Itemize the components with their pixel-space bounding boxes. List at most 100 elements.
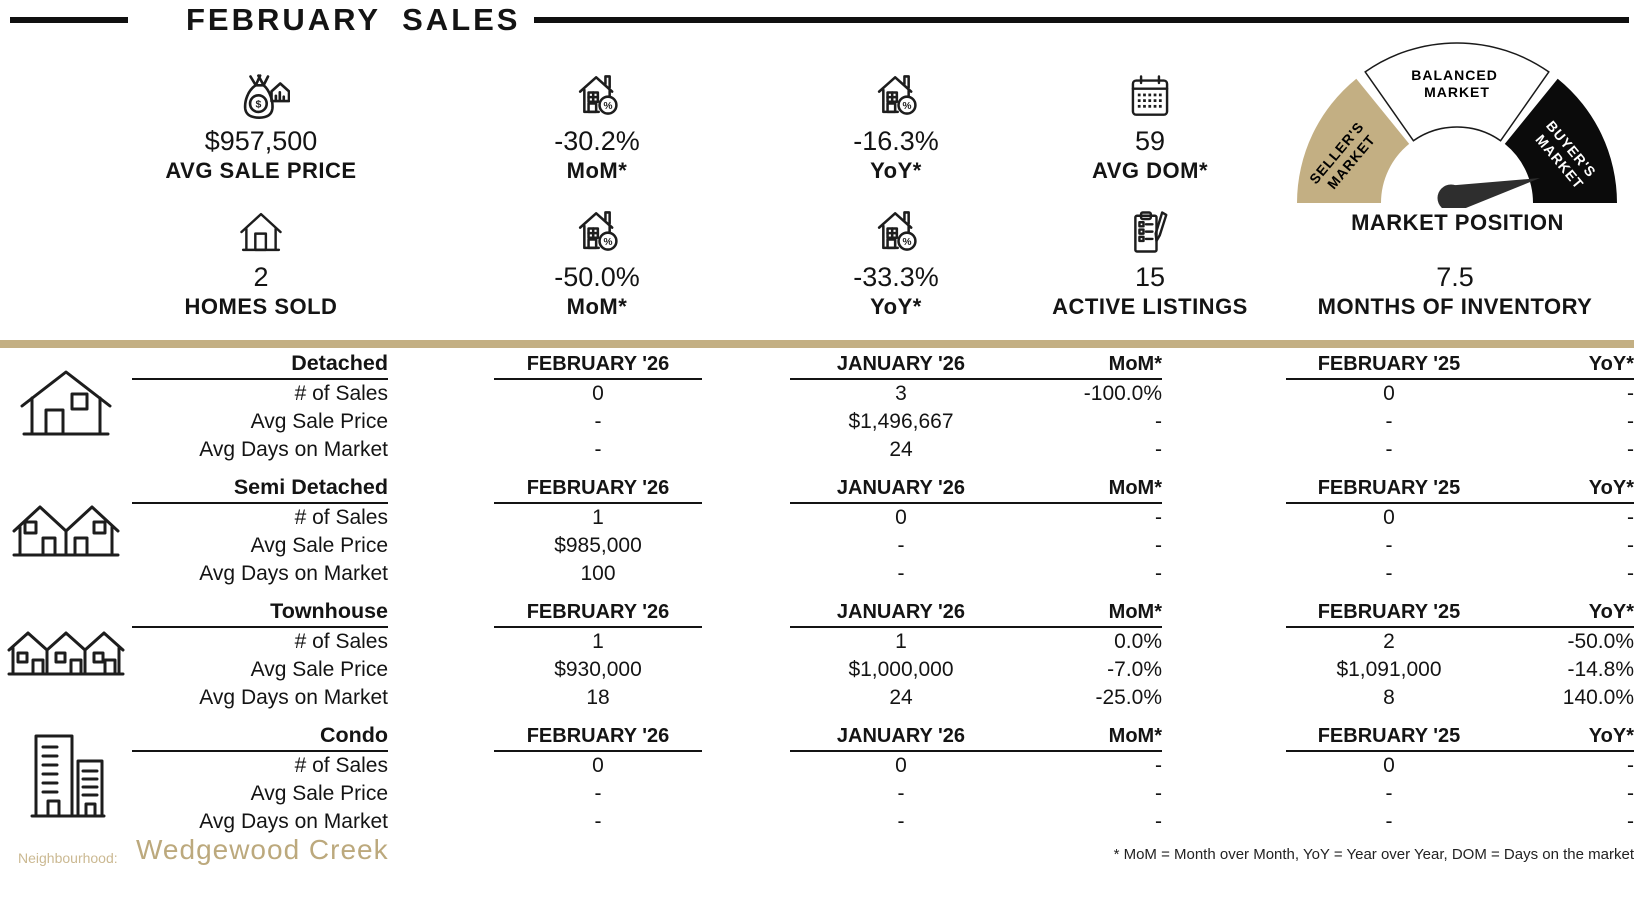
house-percent-icon: %	[736, 200, 1056, 258]
column-header: MoM*	[1012, 477, 1162, 504]
house-percent-icon: %	[437, 64, 757, 122]
stat-value: -16.3%	[853, 126, 939, 156]
stat-value: 2	[253, 262, 269, 292]
table-section-townhouse: Townhouse FEBRUARY '26 JANUARY '26 MoM* …	[0, 594, 1634, 712]
stat-value: $957,500	[204, 126, 318, 156]
section-title: Semi Detached	[132, 475, 388, 504]
cell-value: -100.0%	[1083, 382, 1162, 405]
row-label: # of Sales	[294, 506, 388, 529]
column-header: FEBRUARY '26	[494, 477, 702, 504]
stat-value: 15	[1134, 262, 1166, 292]
column-header: FEBRUARY '26	[494, 601, 702, 628]
semi-detached-house-icon	[0, 470, 132, 588]
cell-value: $930,000	[554, 658, 642, 681]
stat-label: YoY*	[870, 158, 922, 183]
cell-value: -	[897, 562, 905, 585]
cell-value: -	[1627, 810, 1634, 833]
row-label: Avg Sale Price	[250, 534, 388, 557]
stat-label: ACTIVE LISTINGS	[1052, 294, 1248, 319]
stat-value: 7.5	[1436, 262, 1474, 292]
house-percent-icon: %	[437, 200, 757, 258]
stat-label: MoM*	[566, 158, 628, 183]
cell-value: $985,000	[554, 534, 642, 557]
cell-value: -	[1627, 534, 1634, 557]
cell-value: -	[1155, 534, 1162, 557]
cell-value: 24	[889, 686, 913, 709]
stat-avg-sale-price: $ $957,500 AVG SALE PRICE	[101, 64, 421, 184]
column-header: FEBRUARY '25	[1286, 353, 1492, 380]
cell-value: -	[1155, 438, 1162, 461]
row-label: Avg Days on Market	[199, 686, 388, 709]
gauge-balanced-label: BALANCED MARKET	[1411, 67, 1502, 100]
neighbourhood-label: Neighbourhood:	[18, 850, 118, 866]
cell-value: 18	[586, 686, 610, 709]
column-header: MoM*	[1012, 353, 1162, 380]
row-label: # of Sales	[294, 754, 388, 777]
cell-value: -	[1627, 438, 1634, 461]
svg-text:%: %	[902, 237, 911, 248]
cell-value: 0.0%	[1114, 630, 1162, 653]
cell-value: $1,091,000	[1336, 658, 1442, 681]
row-label: Avg Sale Price	[250, 782, 388, 805]
stat-avg-dom: 59 AVG DOM*	[990, 64, 1310, 184]
svg-text:%: %	[603, 237, 612, 248]
cell-value: -	[594, 810, 602, 833]
cell-value: -14.8%	[1567, 658, 1634, 681]
cell-value: -	[1385, 534, 1393, 557]
svg-text:%: %	[902, 101, 911, 112]
footnote: * MoM = Month over Month, YoY = Year ove…	[1113, 846, 1634, 863]
cell-value: $1,496,667	[848, 410, 954, 433]
gauge-segment-balanced	[1364, 42, 1550, 142]
cell-value: 0	[1383, 506, 1395, 529]
section-title: Condo	[132, 723, 388, 752]
stat-price-mom: % -30.2% MoM*	[437, 64, 757, 184]
table-section-condo: Condo FEBRUARY '26 JANUARY '26 MoM* FEBR…	[0, 718, 1634, 836]
column-header: JANUARY '26	[790, 601, 1012, 628]
row-label: # of Sales	[294, 630, 388, 653]
cell-value: 2	[1383, 630, 1395, 653]
cell-value: 24	[889, 438, 913, 461]
cell-value: 0	[895, 506, 907, 529]
column-header: JANUARY '26	[790, 353, 1012, 380]
column-header: YoY*	[1492, 601, 1634, 628]
cell-value: -	[897, 810, 905, 833]
cell-value: -	[1385, 782, 1393, 805]
cell-value: -	[594, 410, 602, 433]
header-rule-left	[10, 17, 128, 23]
column-header: YoY*	[1492, 725, 1634, 752]
calendar-icon	[990, 64, 1310, 122]
condo-buildings-icon	[0, 718, 132, 836]
column-header: FEBRUARY '25	[1286, 601, 1492, 628]
stat-active-listings: 15 ACTIVE LISTINGS	[990, 200, 1310, 320]
column-header: MoM*	[1012, 601, 1162, 628]
page-title: FEBRUARY SALES	[186, 2, 521, 37]
cell-value: -	[897, 534, 905, 557]
market-gauge: SELLER'S MARKET BALANCED MARKET BUYER'S …	[1297, 42, 1617, 208]
cell-value: 1	[592, 506, 604, 529]
column-header: FEBRUARY '25	[1286, 725, 1492, 752]
cell-value: -	[1155, 810, 1162, 833]
cell-value: -	[1627, 410, 1634, 433]
row-label: Avg Sale Price	[250, 410, 388, 433]
neighbourhood-value: Wedgewood Creek	[136, 834, 389, 865]
gauge-balanced-line1: BALANCED	[1411, 67, 1498, 83]
column-header: YoY*	[1492, 353, 1634, 380]
row-label: # of Sales	[294, 382, 388, 405]
house-icon	[101, 200, 421, 258]
gauge-needle	[1437, 178, 1540, 208]
cell-value: -25.0%	[1095, 686, 1162, 709]
gauge-balanced-line2: MARKET	[1424, 84, 1490, 100]
cell-value: -	[1627, 506, 1634, 529]
cell-value: -	[1385, 410, 1393, 433]
townhouse-icon	[0, 594, 132, 712]
row-label: Avg Days on Market	[199, 438, 388, 461]
accent-divider	[0, 340, 1634, 348]
table-section-semi-detached: Semi Detached FEBRUARY '26 JANUARY '26 M…	[0, 470, 1634, 588]
row-label: Avg Sale Price	[250, 658, 388, 681]
cell-value: 1	[895, 630, 907, 653]
cell-value: $1,000,000	[848, 658, 954, 681]
cell-value: -	[1155, 410, 1162, 433]
house-percent-icon: %	[736, 64, 1056, 122]
cell-value: -	[1627, 382, 1634, 405]
